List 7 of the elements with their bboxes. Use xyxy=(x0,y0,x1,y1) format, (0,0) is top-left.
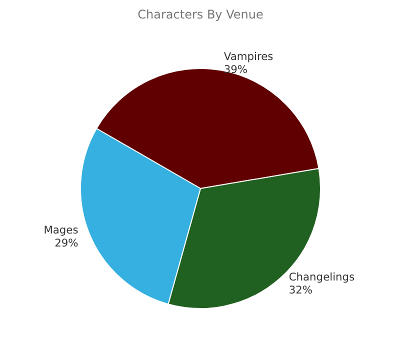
slice-label: Mages xyxy=(44,224,79,237)
slice-label: Changelings xyxy=(288,270,356,284)
slice-label: Vampires xyxy=(224,50,274,63)
chart-title: Characters By Venue xyxy=(138,8,264,22)
data-label: 32% xyxy=(288,283,313,296)
data-label: 39% xyxy=(224,62,248,76)
data-label: 29% xyxy=(54,236,78,250)
